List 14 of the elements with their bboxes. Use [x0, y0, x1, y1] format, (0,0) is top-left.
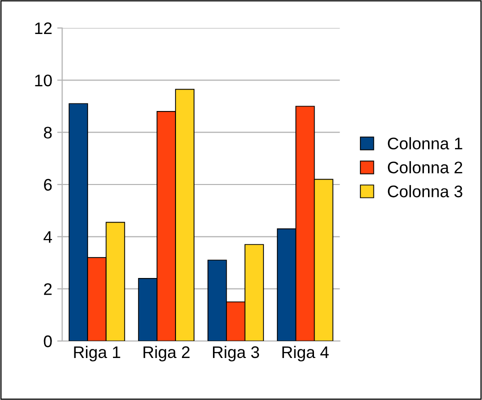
- legend-label: Colonna 1: [388, 137, 462, 150]
- y-tick-label: 8: [44, 126, 52, 139]
- legend-label: Colonna 2: [388, 161, 462, 174]
- y-tick-label: 10: [35, 74, 52, 86]
- legend-label: Colonna 3: [388, 185, 462, 198]
- x-tick-label: Riga 4: [282, 346, 329, 362]
- y-tick-label: 12: [35, 22, 52, 34]
- x-tick-label: Riga 1: [74, 346, 120, 362]
- x-tick-label: Riga 2: [144, 346, 190, 362]
- y-tick-label: 4: [44, 231, 52, 243]
- y-tick-label: 6: [44, 178, 52, 191]
- y-tick-label: 0: [44, 335, 52, 348]
- y-tick-label: 2: [44, 283, 52, 295]
- x-tick-label: Riga 3: [212, 346, 260, 362]
